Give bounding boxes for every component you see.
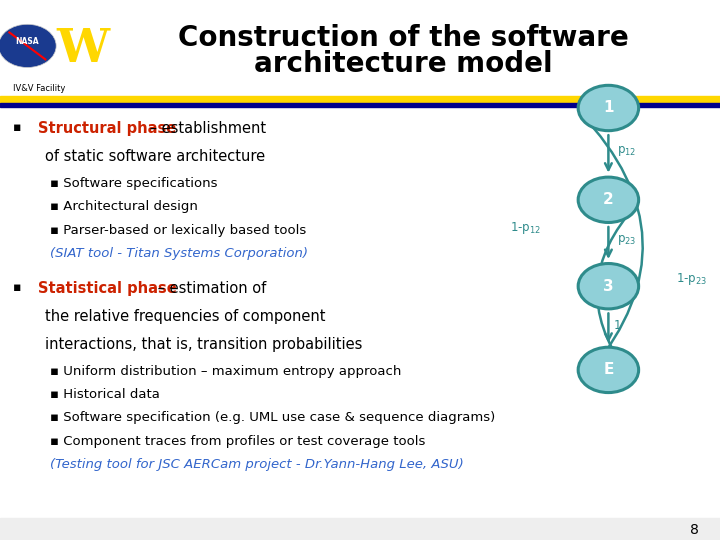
Text: 1: 1 — [614, 319, 621, 332]
Text: architecture model: architecture model — [254, 50, 552, 78]
Text: ▪ Software specification (e.g. UML use case & sequence diagrams): ▪ Software specification (e.g. UML use c… — [50, 411, 495, 424]
Text: 1-p$_{23}$: 1-p$_{23}$ — [675, 272, 707, 287]
Text: IV&V Facility: IV&V Facility — [14, 84, 66, 93]
Text: E: E — [603, 362, 613, 377]
Text: 8: 8 — [690, 523, 698, 537]
Text: p$_{12}$: p$_{12}$ — [617, 144, 636, 158]
Bar — [0, 103, 720, 107]
Circle shape — [0, 24, 56, 68]
Circle shape — [578, 347, 639, 393]
Text: – establishment: – establishment — [145, 121, 266, 136]
Text: ▪ Software specifications: ▪ Software specifications — [50, 177, 218, 190]
Text: (SIAT tool - Titan Systems Corporation): (SIAT tool - Titan Systems Corporation) — [50, 247, 308, 260]
Text: ▪ Historical data: ▪ Historical data — [50, 388, 161, 401]
Text: (Testing tool for JSC AERCam project - Dr.Yann-Hang Lee, ASU): (Testing tool for JSC AERCam project - D… — [50, 458, 464, 471]
Text: 1: 1 — [603, 100, 613, 116]
Text: the relative frequencies of component: the relative frequencies of component — [45, 309, 326, 324]
Circle shape — [578, 264, 639, 309]
Text: ▪ Component traces from profiles or test coverage tools: ▪ Component traces from profiles or test… — [50, 435, 426, 448]
Text: W: W — [56, 25, 109, 72]
Text: p$_{23}$: p$_{23}$ — [617, 233, 636, 247]
Text: Statistical phase: Statistical phase — [38, 281, 177, 296]
Bar — [0, 96, 720, 103]
Text: 3: 3 — [603, 279, 613, 294]
Text: Structural phase: Structural phase — [38, 121, 176, 136]
Text: 2: 2 — [603, 192, 613, 207]
Circle shape — [578, 177, 639, 222]
FancyArrowPatch shape — [580, 113, 643, 372]
FancyArrowPatch shape — [598, 205, 636, 371]
Bar — [0, 0, 720, 96]
Text: – estimation of: – estimation of — [153, 281, 266, 296]
Text: 1-p$_{12}$: 1-p$_{12}$ — [510, 220, 541, 236]
Text: of static software architecture: of static software architecture — [45, 149, 266, 164]
Text: ▪: ▪ — [13, 121, 22, 134]
Bar — [0, 518, 720, 540]
Text: ▪ Parser-based or lexically based tools: ▪ Parser-based or lexically based tools — [50, 224, 307, 237]
Text: ▪ Architectural design: ▪ Architectural design — [50, 200, 198, 213]
Text: interactions, that is, transition probabilities: interactions, that is, transition probab… — [45, 337, 363, 352]
Circle shape — [578, 85, 639, 131]
Text: ▪: ▪ — [13, 281, 22, 294]
Text: ▪ Uniform distribution – maximum entropy approach: ▪ Uniform distribution – maximum entropy… — [50, 365, 402, 378]
Text: NASA: NASA — [16, 37, 39, 46]
Text: Construction of the software: Construction of the software — [178, 24, 629, 52]
Text: W: W — [56, 25, 109, 72]
